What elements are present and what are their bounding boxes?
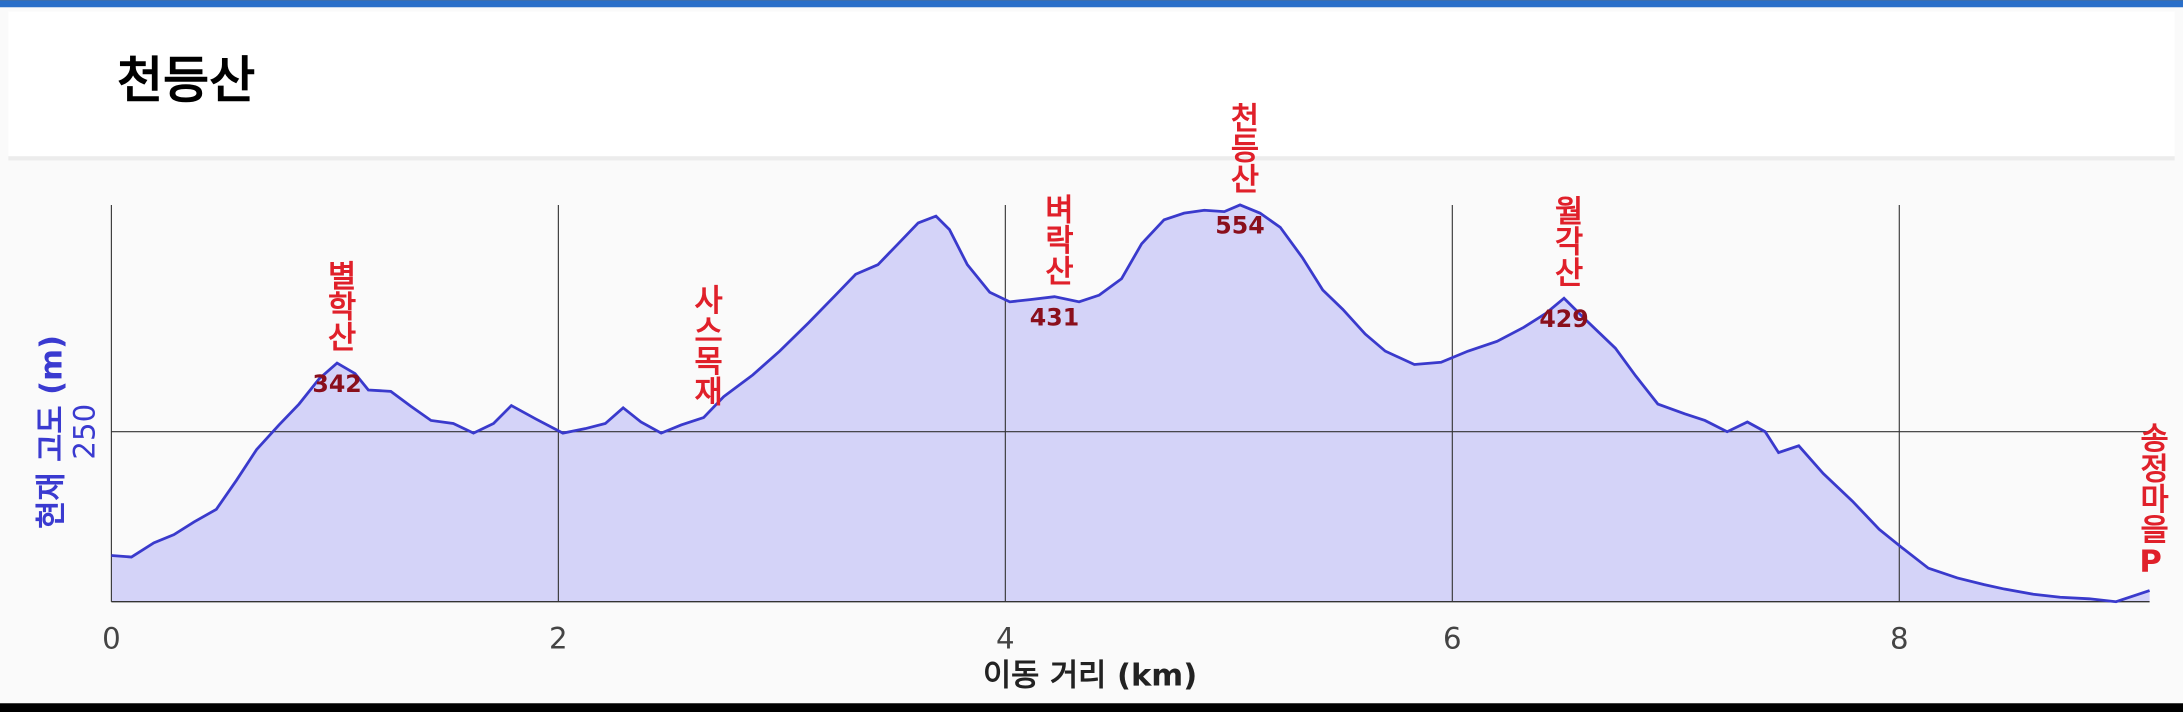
annotation-value: 554 bbox=[1215, 212, 1264, 240]
annotation-name: 송정마을P bbox=[2133, 422, 2168, 579]
annotation-value: 431 bbox=[1030, 303, 1079, 331]
x-tick-label: 4 bbox=[996, 622, 1015, 656]
header-shadow bbox=[8, 156, 2175, 161]
chart-title: 천등산 bbox=[117, 50, 255, 109]
x-tick-label: 0 bbox=[102, 622, 121, 656]
annotation-value: 429 bbox=[1539, 305, 1588, 333]
x-axis-label: 이동 거리 (km) bbox=[983, 658, 1197, 693]
annotation-name: 천등산 bbox=[1223, 102, 1258, 194]
annotation-name: 사스목재 bbox=[687, 284, 722, 407]
bottom-bar bbox=[0, 703, 2183, 712]
area-fill bbox=[111, 204, 2150, 602]
y-tick-label: 250 bbox=[67, 404, 101, 460]
x-tick-label: 8 bbox=[1890, 622, 1909, 656]
annotation-value: 342 bbox=[312, 370, 361, 398]
annotation-name: 월각산 bbox=[1548, 195, 1583, 287]
y-axis-label: 현재 고도 (m) bbox=[34, 335, 69, 529]
x-tick-label: 2 bbox=[549, 622, 568, 656]
elevation-line bbox=[111, 203, 2151, 604]
x-tick-label: 6 bbox=[1443, 622, 1462, 656]
annotation-name: 벼락산 bbox=[1038, 194, 1073, 286]
annotation-name: 별학산 bbox=[321, 260, 356, 352]
header-panel bbox=[8, 11, 2175, 157]
top-bar bbox=[0, 0, 2183, 8]
